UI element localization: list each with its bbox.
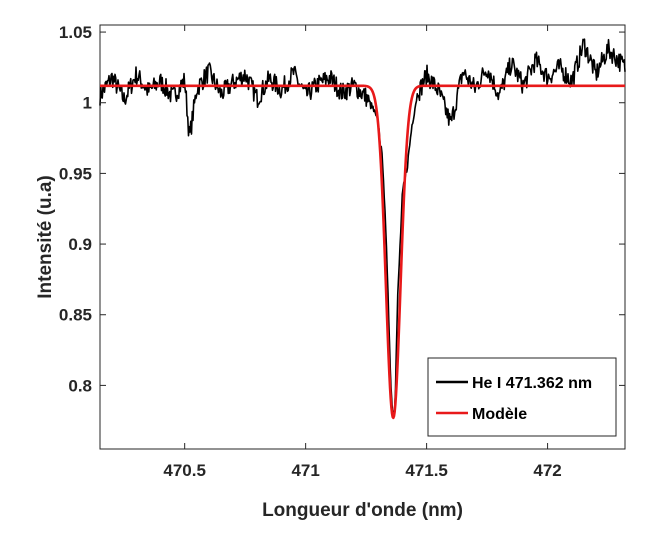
y-tick-label: 0.9 bbox=[68, 235, 92, 254]
series-model-line bbox=[99, 84, 626, 420]
y-tick-label: 0.85 bbox=[59, 306, 92, 325]
x-tick-label: 471 bbox=[291, 461, 319, 480]
x-tick-label: 470.5 bbox=[163, 461, 206, 480]
y-tick-label: 0.8 bbox=[68, 376, 92, 395]
x-axis-label: Longueur d'onde (nm) bbox=[262, 500, 463, 521]
y-tick-label: 0.95 bbox=[59, 164, 92, 183]
legend-label: Modèle bbox=[472, 406, 527, 423]
legend: He I 471.362 nm Modèle bbox=[427, 357, 617, 437]
x-tick-label: 471.5 bbox=[405, 461, 448, 480]
y-axis-label: Intensité (u.a) bbox=[35, 175, 56, 299]
y-tick-label: 1.05 bbox=[59, 23, 92, 42]
y-tick-label: 1 bbox=[83, 94, 92, 113]
legend-label: He I 471.362 nm bbox=[472, 375, 592, 392]
series-measured-line bbox=[99, 38, 626, 417]
legend-box bbox=[427, 357, 617, 437]
x-tick-label: 472 bbox=[533, 461, 561, 480]
